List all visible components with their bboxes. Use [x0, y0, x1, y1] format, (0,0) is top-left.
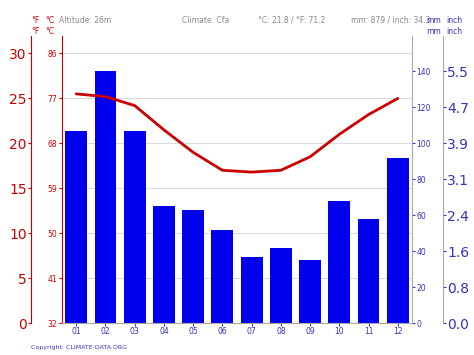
Text: Altitude: 26m: Altitude: 26m	[59, 16, 111, 25]
Bar	[65, 131, 87, 323]
Bar	[270, 247, 292, 323]
Text: mm: mm	[427, 27, 441, 36]
Text: Copyright: CLIMATE-DATA.ORG: Copyright: CLIMATE-DATA.ORG	[31, 345, 127, 350]
Bar	[94, 71, 117, 323]
Text: °F: °F	[31, 16, 39, 25]
Bar	[182, 210, 204, 323]
Text: mm: 879 / inch: 34.3: mm: 879 / inch: 34.3	[351, 16, 430, 25]
Bar	[153, 206, 175, 323]
Text: mm: mm	[427, 16, 441, 25]
Bar	[124, 131, 146, 323]
Text: Climate: Cfa: Climate: Cfa	[182, 16, 230, 25]
Text: °C: 21.8 / °F: 71.2: °C: 21.8 / °F: 71.2	[258, 16, 326, 25]
Text: °C: °C	[45, 27, 54, 36]
Bar	[357, 219, 380, 323]
Bar	[328, 201, 350, 323]
Bar	[241, 257, 263, 323]
Text: inch: inch	[447, 27, 463, 36]
Text: °C: °C	[45, 16, 54, 25]
Bar	[299, 260, 321, 323]
Text: inch: inch	[447, 16, 463, 25]
Bar	[211, 230, 233, 323]
Bar	[387, 158, 409, 323]
Text: °F: °F	[31, 27, 39, 36]
